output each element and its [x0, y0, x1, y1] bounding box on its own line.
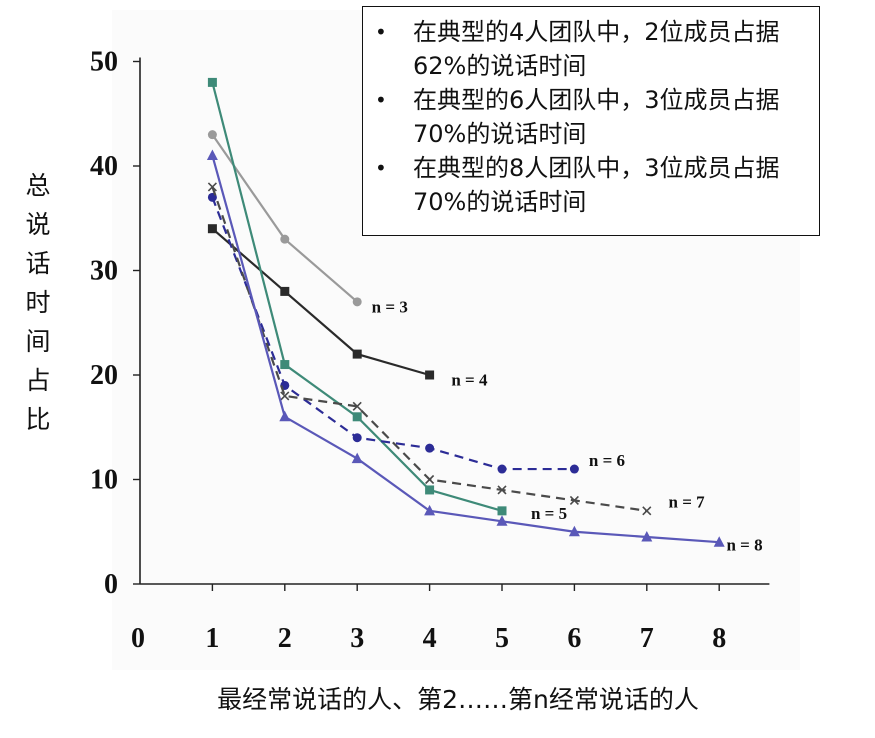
legend-item: • 在典型的4人团队中，2位成员占据62%的说话时间 — [375, 15, 809, 83]
data-point — [207, 182, 217, 192]
data-point — [425, 443, 435, 453]
series-annotation: n = 3 — [372, 297, 408, 316]
data-point — [497, 506, 507, 516]
data-point — [207, 77, 217, 87]
y-tick-label: 20 — [90, 360, 118, 391]
data-point — [280, 234, 290, 244]
x-tick-label: 5 — [495, 623, 509, 654]
series-line — [211, 227, 430, 377]
data-point — [352, 433, 362, 443]
x-tick-label: 6 — [567, 623, 581, 654]
x-tick-label: 1 — [205, 623, 219, 654]
legend-text: 在典型的4人团队中，2位成员占据62%的说话时间 — [413, 18, 780, 80]
data-point — [569, 495, 579, 505]
data-point — [352, 349, 362, 359]
data-point — [496, 515, 508, 526]
x-axis-title: 最经常说话的人、第2……第n经常说话的人 — [217, 685, 699, 714]
data-point — [425, 370, 435, 380]
series-n8 — [206, 149, 725, 547]
y-axis-title-char: 时 — [25, 288, 51, 317]
legend-box: • 在典型的4人团队中，2位成员占据62%的说话时间 • 在典型的6人团队中，3… — [362, 6, 820, 236]
data-point — [207, 224, 217, 234]
data-point — [352, 297, 362, 307]
y-axis-title-char: 占 — [25, 366, 51, 395]
axes: 0 10 20 30 40 50 0 1 2 3 4 5 6 7 8 — [90, 47, 770, 654]
data-point — [424, 504, 436, 516]
series-line — [211, 155, 720, 544]
series-annotation: n = 6 — [589, 451, 625, 470]
y-tick-label: 10 — [90, 465, 118, 496]
series-labels: n = 3 n = 4 n = 6 n = 7 n = 5 n = 8 — [372, 297, 763, 554]
y-axis-title: 总说话时间占比 — [20, 166, 56, 439]
bullet-icon: • — [375, 88, 387, 112]
data-point — [206, 149, 218, 161]
x-tick-label: 7 — [640, 623, 654, 654]
legend-item: • 在典型的6人团队中，3位成员占据70%的说话时间 — [375, 83, 809, 151]
series-annotation: n = 5 — [531, 504, 567, 523]
data-point — [280, 286, 290, 296]
data-point — [352, 412, 362, 422]
data-point — [497, 485, 507, 495]
series-n5 — [207, 77, 507, 516]
data-point — [207, 130, 217, 140]
data-point — [352, 401, 362, 411]
y-axis-title-char: 总 — [25, 171, 51, 200]
data-point — [279, 410, 291, 422]
data-point — [568, 525, 580, 537]
data-point — [713, 536, 725, 547]
series-line — [211, 134, 358, 303]
legend-text: 在典型的6人团队中，3位成员占据70%的说话时间 — [413, 86, 780, 148]
series-annotation: n = 8 — [726, 536, 762, 555]
y-tick-label: 40 — [90, 151, 118, 182]
y-axis-title-char: 间 — [25, 327, 51, 356]
series-n4 — [207, 224, 435, 380]
bullet-icon: • — [375, 20, 387, 44]
x-tick-label: 3 — [350, 623, 364, 654]
series-n7 — [207, 182, 652, 516]
data-point — [641, 530, 653, 542]
y-axis-title-char: 说 — [25, 210, 51, 239]
x-tick-label: 2 — [278, 623, 292, 654]
data-point — [425, 485, 435, 495]
series-annotation: n = 7 — [669, 493, 706, 512]
legend-text: 在典型的8人团队中，3位成员占据70%的说话时间 — [413, 154, 780, 216]
series-line — [211, 196, 575, 471]
y-tick-label: 30 — [90, 256, 118, 287]
data-point — [351, 452, 363, 464]
data-point — [425, 474, 435, 485]
data-point — [280, 360, 290, 370]
x-tick-label: 0 — [131, 623, 145, 654]
series-n3 — [207, 130, 362, 307]
y-tick-label: 0 — [104, 569, 118, 600]
y-tick-label: 50 — [90, 47, 118, 78]
series-layer — [206, 77, 725, 547]
x-tick-label: 8 — [712, 623, 726, 654]
series-annotation: n = 4 — [451, 370, 488, 389]
x-tick-label: 4 — [423, 623, 437, 654]
y-axis-title-char: 话 — [25, 249, 51, 278]
data-point — [569, 464, 579, 474]
data-point — [497, 464, 507, 474]
data-point — [280, 391, 290, 401]
y-axis-title-char: 比 — [25, 405, 51, 434]
data-point — [642, 506, 652, 516]
bullet-icon: • — [375, 156, 387, 180]
legend-item: • 在典型的8人团队中，3位成员占据70%的说话时间 — [375, 151, 809, 219]
